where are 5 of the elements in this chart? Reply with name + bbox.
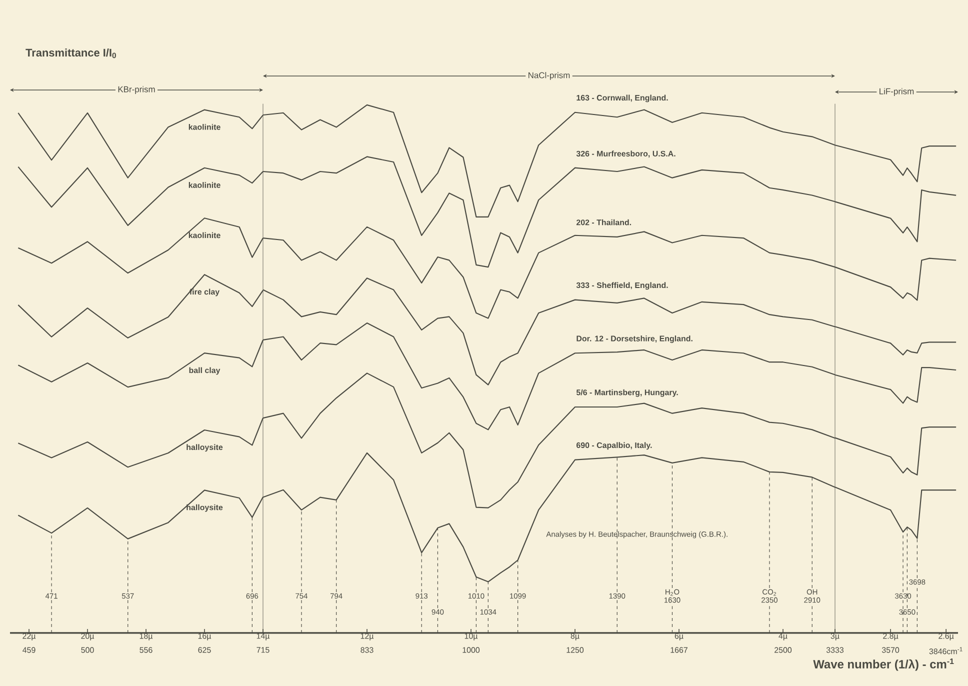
x-axis-title: Wave number (1/λ) - cm$^{-1}$ <box>813 658 954 671</box>
chart-title: NaCl-prism <box>528 72 570 80</box>
y-axis-title: Transmittance I/I$_{0}$ <box>26 48 116 58</box>
chart-title: KBr-prism <box>118 86 155 94</box>
chart-title: LiF-prism <box>880 88 914 96</box>
